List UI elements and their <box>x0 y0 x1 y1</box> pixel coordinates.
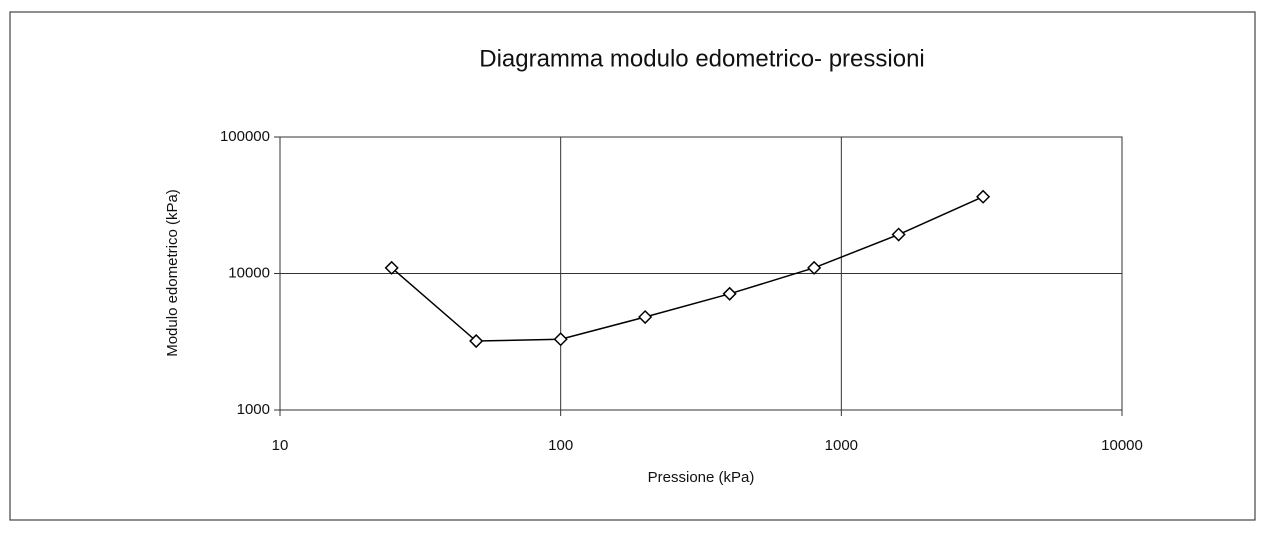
data-point <box>722 286 737 301</box>
chart-title: Diagramma modulo edometrico- pressioni <box>479 45 925 72</box>
x-tick-label: 100 <box>548 437 573 454</box>
data-point <box>891 227 906 242</box>
data-point <box>384 260 399 275</box>
data-point <box>553 332 568 347</box>
y-tick-label: 10000 <box>228 264 270 281</box>
data-point <box>469 333 484 349</box>
data-point <box>807 260 822 275</box>
y-tick-label: 100000 <box>220 128 270 145</box>
data-point <box>976 189 991 204</box>
chart-frame <box>9 11 1256 521</box>
y-tick-label: 1000 <box>237 401 270 418</box>
y-axis-label: Modulo edometrico (kPa) <box>164 189 181 357</box>
x-axis-label: Pressione (kPa) <box>648 469 755 486</box>
data-point <box>638 309 653 325</box>
data-line <box>391 196 984 342</box>
x-tick-label: 10000 <box>1101 437 1143 454</box>
x-tick-label: 1000 <box>825 437 858 454</box>
x-tick-label: 10 <box>272 437 289 454</box>
